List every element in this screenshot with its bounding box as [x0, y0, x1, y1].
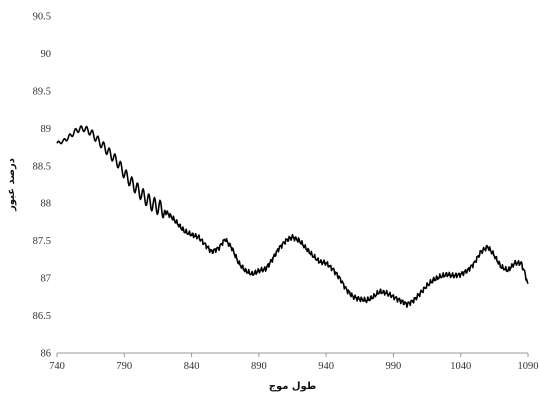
x-tick-label: 990 [386, 361, 402, 372]
y-tick-label: 90 [41, 49, 52, 60]
x-tick-label: 840 [184, 361, 200, 372]
y-tick-label: 89 [41, 124, 52, 135]
x-axis-title: طول موج [269, 381, 317, 392]
x-tick-label: 790 [116, 361, 132, 372]
y-tick-label: 86.5 [33, 311, 51, 322]
y-tick-label: 90.5 [33, 12, 51, 23]
x-tick-label: 940 [318, 361, 334, 372]
y-axis-ticks: 86 86.5 87 87.5 88 88.5 89 89.5 90 90.5 [33, 12, 51, 360]
y-tick-label: 88.5 [33, 161, 51, 172]
series-line [56, 125, 529, 308]
y-tick-label: 87 [41, 274, 52, 285]
y-axis-title: درصد عبور [6, 158, 17, 212]
y-tick-label: 88 [41, 199, 52, 210]
y-tick-label: 86 [41, 349, 52, 360]
x-tick-label: 1040 [450, 361, 471, 372]
x-tick-label: 1090 [518, 361, 539, 372]
y-tick-label: 87.5 [33, 236, 51, 247]
y-tick-label: 89.5 [33, 86, 51, 97]
x-axis-ticks: 740 790 840 890 940 990 1040 1090 [49, 353, 539, 372]
x-tick-label: 890 [251, 361, 267, 372]
x-tick-label: 740 [49, 361, 65, 372]
